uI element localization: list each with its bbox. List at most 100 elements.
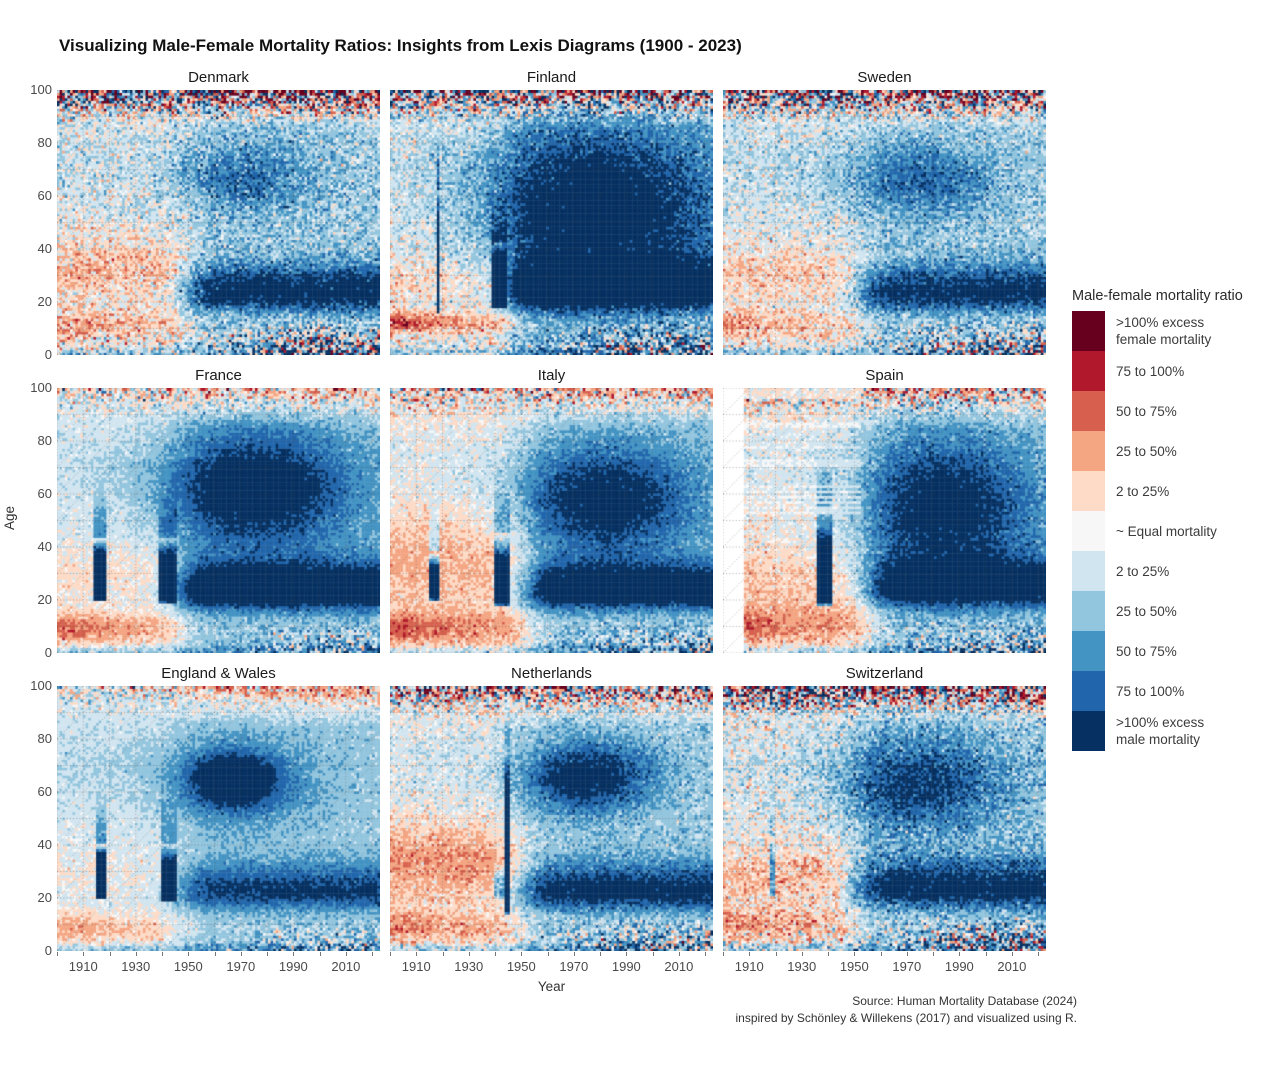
legend-label: 75 to 100%	[1116, 683, 1185, 699]
legend-item-0: >100% excess female mortality	[1072, 311, 1277, 351]
facet-title: Italy	[537, 367, 566, 384]
lexis-heatmap-canvas	[390, 90, 713, 355]
legend-item-5: ~ Equal mortality	[1072, 511, 1277, 551]
legend-label: 2 to 25%	[1116, 483, 1170, 499]
facet-title: England & Wales	[161, 665, 276, 682]
facet-finland: Finland	[390, 68, 713, 355]
legend-label: >100% excess female mortality	[1116, 315, 1212, 347]
x-tick-mark	[521, 952, 523, 956]
legend-swatch	[1072, 591, 1105, 631]
facet-title: Sweden	[857, 69, 912, 86]
x-tick-mark	[390, 952, 391, 956]
y-tick-label: 0	[44, 347, 52, 362]
legend-swatch	[1072, 431, 1105, 471]
x-tick-mark	[188, 952, 190, 956]
lexis-heatmap-canvas	[390, 388, 713, 653]
facet-italy: Italy	[390, 366, 713, 653]
x-tick-mark	[828, 952, 830, 956]
x-tick-mark	[749, 952, 751, 956]
x-tick-mark	[933, 952, 935, 956]
x-tick-mark	[162, 952, 164, 956]
legend-item-3: 25 to 50%	[1072, 431, 1277, 471]
legend-swatch	[1072, 311, 1105, 351]
x-tick-mark	[1011, 952, 1013, 956]
legend: Male-female mortality ratio >100% excess…	[1072, 288, 1277, 751]
x-tick-mark	[135, 952, 137, 956]
y-tick-label: 80	[37, 731, 52, 746]
x-tick-mark	[495, 952, 497, 956]
facet-title: Finland	[526, 69, 577, 86]
x-tick-label: 1950	[173, 959, 203, 974]
legend-swatch	[1072, 511, 1105, 551]
x-tick-mark	[985, 952, 987, 956]
facet-spain: Spain	[723, 366, 1046, 653]
x-axis-label: Year	[537, 979, 566, 994]
y-tick-label: 60	[37, 486, 52, 501]
lexis-heatmap-canvas	[390, 686, 713, 951]
lexis-heatmap-canvas	[57, 686, 380, 951]
facet-sweden: Sweden	[723, 68, 1046, 355]
y-tick-label: 20	[37, 592, 52, 607]
y-tick-label: 60	[37, 784, 52, 799]
legend-item-6: 2 to 25%	[1072, 551, 1277, 591]
x-tick-mark	[626, 952, 628, 956]
y-tick-label: 40	[37, 539, 52, 554]
x-tick-mark	[319, 952, 321, 956]
x-tick-mark	[678, 952, 680, 956]
x-tick-mark	[573, 952, 575, 956]
legend-swatch	[1072, 671, 1105, 711]
lexis-heatmap-canvas	[723, 90, 1046, 355]
x-tick-mark	[652, 952, 654, 956]
x-tick-mark	[959, 952, 961, 956]
y-tick-label: 0	[44, 943, 52, 958]
facet-denmark: Denmark	[57, 68, 380, 355]
x-tick-label: 1990	[944, 959, 974, 974]
x-tick-mark	[775, 952, 777, 956]
y-tick-label: 20	[37, 890, 52, 905]
x-tick-mark	[1038, 952, 1040, 956]
x-tick-mark	[442, 952, 444, 956]
legend-label: >100% excess male mortality	[1116, 715, 1205, 747]
legend-item-4: 2 to 25%	[1072, 471, 1277, 511]
source-note: Source: Human Mortality Database (2024) …	[735, 993, 1077, 1027]
page-title: Visualizing Male-Female Mortality Ratios…	[59, 36, 742, 55]
legend-title: Male-female mortality ratio	[1072, 288, 1243, 304]
x-tick-mark	[57, 952, 58, 956]
x-tick-label: 1970	[892, 959, 922, 974]
y-tick-label: 40	[37, 837, 52, 852]
x-tick-mark	[468, 952, 470, 956]
legend-label: 25 to 50%	[1116, 443, 1177, 459]
facet-title: Spain	[865, 367, 904, 384]
x-tick-label: 1990	[611, 959, 641, 974]
y-tick-label: 0	[44, 645, 52, 660]
x-tick-mark	[372, 952, 374, 956]
y-tick-label: 100	[30, 82, 52, 97]
lexis-heatmap-canvas	[57, 388, 380, 653]
legend-swatch	[1072, 631, 1105, 671]
x-tick-mark	[705, 952, 707, 956]
y-tick-label: 80	[37, 433, 52, 448]
x-tick-label: 2010	[331, 959, 361, 974]
legend-item-1: 75 to 100%	[1072, 351, 1277, 391]
x-tick-label: 2010	[997, 959, 1027, 974]
legend-swatch	[1072, 351, 1105, 391]
source-line-2: inspired by Schönley & Willekens (2017) …	[735, 1011, 1077, 1025]
facet-england-wales: England & Wales	[57, 664, 380, 951]
facet-grid: Denmark Finland Sweden France Italy Spain Engl…	[57, 68, 1046, 951]
legend-swatch	[1072, 391, 1105, 431]
legend-label: 25 to 50%	[1116, 603, 1177, 619]
legend-item-7: 25 to 50%	[1072, 591, 1277, 631]
lexis-heatmap-canvas	[57, 90, 380, 355]
x-tick-label: 1910	[68, 959, 98, 974]
x-tick-label: 1950	[839, 959, 869, 974]
y-tick-label: 100	[30, 678, 52, 693]
legend-label: 2 to 25%	[1116, 563, 1170, 579]
facet-title: Switzerland	[845, 665, 924, 682]
x-tick-mark	[801, 952, 803, 956]
x-tick-label: 2010	[664, 959, 694, 974]
facet-france: France	[57, 366, 380, 653]
facet-title: Netherlands	[511, 665, 592, 682]
legend-swatch	[1072, 471, 1105, 511]
lexis-heatmap-canvas	[723, 388, 1046, 653]
